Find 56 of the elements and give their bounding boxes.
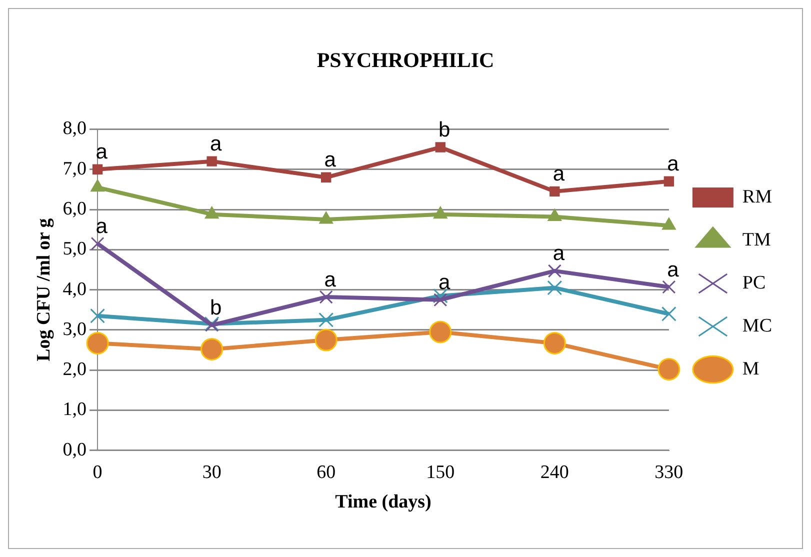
- point: [86, 332, 109, 354]
- y-tick-label: 8,0: [62, 118, 87, 140]
- point: [658, 358, 680, 381]
- annotation: a: [552, 162, 565, 186]
- annotation: a: [324, 268, 336, 292]
- y-tick-label: 6,0: [62, 198, 87, 220]
- point: [434, 293, 448, 307]
- x-tick-label: 330: [654, 462, 684, 483]
- annotation: a: [324, 148, 336, 172]
- annotation: a: [210, 132, 222, 156]
- point: [664, 176, 674, 186]
- legend-label: PC: [742, 272, 766, 294]
- point: [550, 186, 560, 197]
- x-tick-label: 60: [316, 462, 336, 483]
- y-tick-label: 5,0: [62, 238, 87, 260]
- annotation: a: [667, 152, 680, 176]
- x-tick-label: 150: [426, 462, 455, 483]
- legend-label: MC: [742, 315, 772, 336]
- point: [543, 332, 566, 354]
- annotation: b: [438, 118, 450, 142]
- x-tick-label: 240: [540, 462, 569, 483]
- point: [92, 164, 103, 174]
- point: [547, 280, 562, 296]
- y-tick-label: 1,0: [62, 399, 87, 420]
- x-tick-label: 0: [92, 462, 102, 483]
- legend-label: RM: [742, 186, 772, 208]
- annotation: a: [552, 242, 565, 266]
- point: [662, 280, 676, 294]
- x-tick-label: 30: [202, 462, 222, 483]
- point: [319, 290, 333, 304]
- point: [90, 308, 106, 324]
- point: [314, 328, 338, 352]
- point: [200, 338, 224, 360]
- x-axis-title: Time (days): [335, 492, 432, 513]
- point: [548, 264, 562, 278]
- legend-label: TM: [742, 229, 772, 250]
- annotation: a: [438, 271, 451, 294]
- annotation: b: [210, 296, 222, 320]
- y-tick-label: 4,0: [62, 278, 87, 300]
- annotation: a: [96, 140, 108, 164]
- point: [318, 312, 334, 328]
- chart-title: PSYCHROPHILIC: [316, 48, 494, 72]
- annotation: a: [96, 214, 108, 238]
- point: [661, 306, 676, 322]
- y-tick-label: 3,0: [62, 318, 87, 340]
- y-tick-label: 0,0: [62, 439, 87, 460]
- annotation: a: [667, 258, 680, 282]
- point: [206, 156, 217, 166]
- point: [429, 320, 452, 344]
- point: [321, 172, 332, 182]
- y-axis-title: Log CFU /ml or g: [33, 218, 54, 362]
- point: [432, 288, 448, 304]
- point: [435, 142, 446, 152]
- legend-label: M: [742, 358, 760, 380]
- y-tick-label: 7,0: [62, 158, 87, 180]
- y-tick-label: 2,0: [62, 359, 87, 380]
